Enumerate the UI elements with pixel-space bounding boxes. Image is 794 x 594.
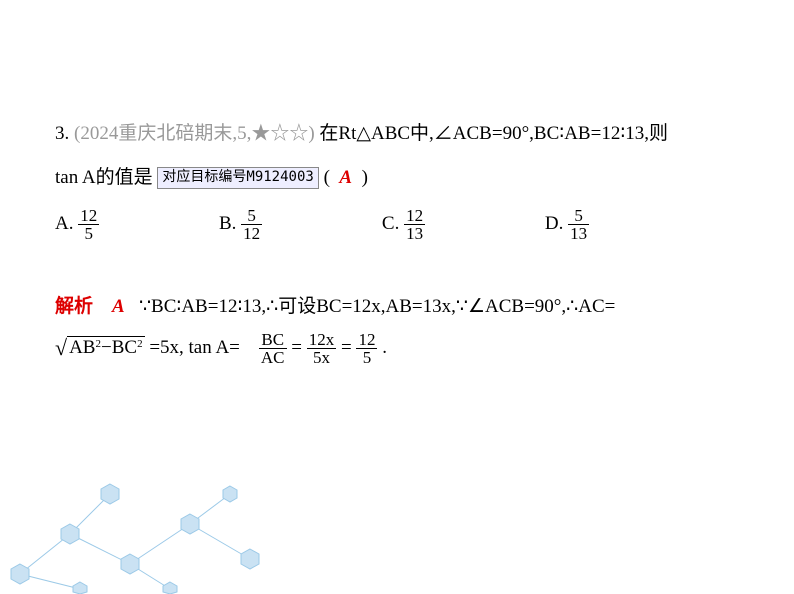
option-D-frac: 5 13 — [568, 207, 589, 242]
option-C-frac: 12 13 — [404, 207, 425, 242]
option-B: B. 5 12 — [219, 205, 262, 243]
target-tag: 对应目标编号M9124003 — [157, 167, 318, 189]
solution-label: 解析 — [55, 296, 93, 317]
solution-frac2: 12x 5x — [307, 331, 337, 366]
solution-block: 解析 A ∵BC∶AB=12∶13,∴可设BC=12x,AB=13x,∵∠ACB… — [55, 288, 739, 326]
options-row: A. 12 5 B. 5 12 C. 12 13 D. 5 13 — [55, 205, 739, 243]
solution-frac3: 12 5 — [356, 331, 377, 366]
option-D: D. 5 13 — [545, 205, 589, 243]
option-B-frac: 5 12 — [241, 207, 262, 242]
option-B-label: B. — [219, 213, 236, 234]
option-A-frac: 12 5 — [78, 207, 99, 242]
question-number: 3. — [55, 123, 69, 144]
question-source: (2024重庆北碚期末,5,★☆☆) — [74, 123, 315, 144]
radical-icon: √ — [55, 335, 67, 360]
option-C: C. 12 13 — [382, 205, 425, 243]
decorative-hex-icon — [0, 474, 300, 594]
eq2: = — [341, 337, 352, 358]
solution-line2: √AB2−BC2 =5x, tan A= BC AC = 12x 5x = 12… — [55, 326, 739, 370]
option-A: A. 12 5 — [55, 205, 99, 243]
page-content: 3. (2024重庆北碚期末,5,★☆☆) 在Rt△ABC中,∠ACB=90°,… — [0, 0, 794, 370]
option-A-label: A. — [55, 213, 73, 234]
solution-period: . — [382, 337, 387, 358]
tan-label: tan A= — [189, 337, 240, 358]
solution-text1: ∵BC∶AB=12∶13,∴可设BC=12x,AB=13x,∵∠ACB=90°,… — [139, 296, 615, 317]
sqrt-expr: √AB2−BC2 — [55, 326, 145, 370]
paren-close: ) — [362, 167, 368, 188]
question-block: 3. (2024重庆北碚期末,5,★☆☆) 在Rt△ABC中,∠ACB=90°,… — [55, 115, 739, 153]
paren-open: ( — [324, 167, 330, 188]
question-line2: tan A的值是 对应目标编号M9124003 ( A ) — [55, 159, 739, 197]
question-stem-2: tan A的值是 — [55, 167, 153, 188]
solution-letter: A — [112, 296, 125, 317]
solution-frac1: BC AC — [259, 331, 287, 366]
option-C-label: C. — [382, 213, 399, 234]
option-D-label: D. — [545, 213, 563, 234]
answer-letter: A — [339, 167, 352, 188]
eq-5x: =5x, — [149, 337, 183, 358]
question-stem-1: 在Rt△ABC中,∠ACB=90°,BC∶AB=12∶13,则 — [319, 123, 668, 144]
eq1: = — [291, 337, 302, 358]
